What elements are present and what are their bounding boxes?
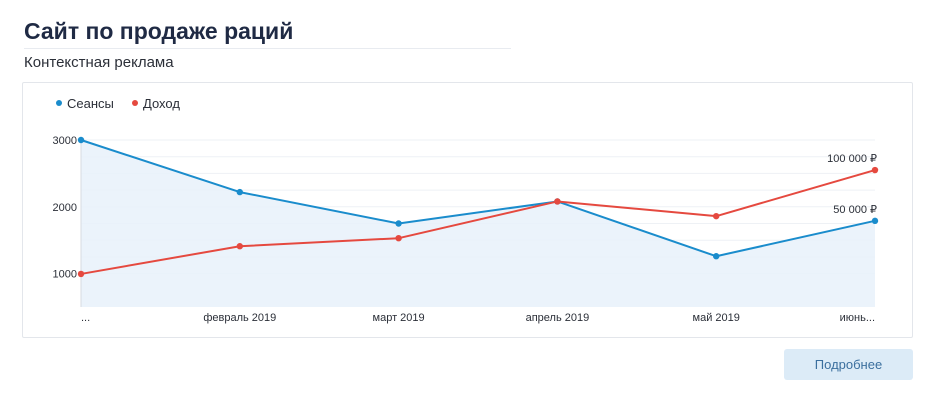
page-subtitle: Контекстная реклама xyxy=(24,54,174,71)
x-tick-label: май 2019 xyxy=(693,312,740,324)
data-point xyxy=(236,188,243,196)
chart-card: 3000 2000 1000... февраль 2019 март 2019 апре… xyxy=(22,82,913,338)
data-label: 50 000 ₽ xyxy=(833,204,877,216)
x-tick-label: март 2019 xyxy=(373,312,425,324)
legend-label: Доход xyxy=(143,96,180,111)
line-chart: 3000 2000 1000... февраль 2019 март 2019 апре… xyxy=(53,96,879,324)
legend-marker xyxy=(56,100,62,106)
series-line-sessions xyxy=(80,139,876,258)
data-point xyxy=(871,217,879,225)
x-tick-label: февраль 2019 xyxy=(203,312,276,324)
y-tick-label: 1000 xyxy=(53,269,77,281)
data-point xyxy=(395,220,402,227)
data-point xyxy=(77,270,85,278)
y-tick-label: 3000 xyxy=(53,135,77,147)
x-tick-label: ... xyxy=(81,312,90,324)
data-point xyxy=(236,243,243,250)
data-label: 100 000 ₽ xyxy=(827,153,877,165)
data-point xyxy=(395,234,402,242)
sessions-area xyxy=(81,140,875,307)
page-title: Сайт по продаже раций xyxy=(24,18,294,44)
title-divider xyxy=(24,48,511,49)
details-button[interactable]: Подробнее xyxy=(784,349,913,380)
data-point xyxy=(713,253,720,260)
data-point xyxy=(77,136,85,144)
x-tick-label: июнь... xyxy=(840,312,875,324)
data-point xyxy=(871,166,879,174)
y-tick-label: 2000 xyxy=(53,202,77,214)
series-line-income xyxy=(80,169,876,275)
data-point xyxy=(554,198,561,205)
data-point xyxy=(713,212,720,220)
legend-marker xyxy=(132,100,138,106)
x-tick-label: апрель 2019 xyxy=(526,312,590,324)
legend-label: Сеансы xyxy=(67,96,114,111)
